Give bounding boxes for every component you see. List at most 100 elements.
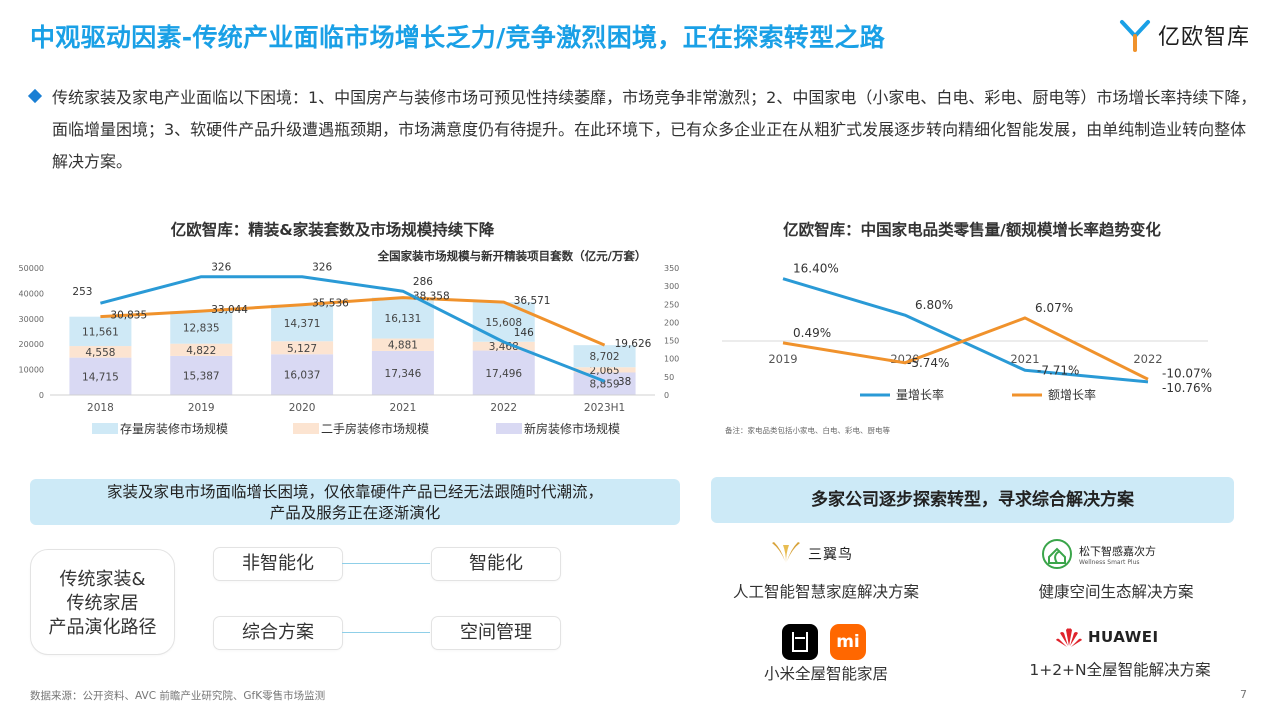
path-label-line-1: 传统家装&: [59, 569, 146, 590]
company-caption: 人工智能智慧家庭解决方案: [732, 583, 919, 601]
left-banner-line-2: 产品及服务正在逐渐演化: [269, 504, 441, 522]
units-line-label: 253: [72, 286, 92, 298]
evolution-path-label: 传统家装& 传统家居 产品演化路径: [30, 549, 175, 655]
total-line-label: 33,044: [211, 304, 248, 316]
huawei-logo-text: HUAWEI: [1088, 628, 1159, 646]
legend-label: 新房装修市场规模: [524, 421, 620, 436]
bar-value-label: 4,558: [85, 347, 115, 359]
right-chart-title: 亿欧智库：中国家电品类零售量/额规模增长率趋势变化: [783, 221, 1161, 239]
bar-value-label: 11,561: [82, 326, 119, 338]
y-tick-label: 20000: [19, 340, 44, 349]
mijia-icon: [782, 624, 818, 660]
bar-value-label: 17,346: [385, 368, 422, 380]
legend-label: 额增长率: [1048, 387, 1096, 402]
bar-segment: [573, 345, 636, 368]
x-tick-label: 2021: [390, 402, 417, 414]
growth-line-label: -10.76%: [1162, 381, 1212, 395]
bar-segment: [271, 304, 334, 342]
legend-label: 量增长率: [896, 387, 944, 402]
y-tick-label: 40000: [19, 289, 44, 298]
company-caption: 小米全屋智能家居: [763, 665, 888, 683]
total-line-label: 38,358: [413, 291, 450, 303]
xiaomi-mi-icon: mi: [830, 624, 866, 660]
units-line-label: 38: [618, 376, 631, 388]
x-tick-label: 2023H1: [584, 402, 625, 414]
units-line-label: 326: [312, 262, 332, 274]
legend-swatch: [496, 423, 522, 434]
y2-tick-label: 100: [664, 355, 679, 364]
x-tick-label: 2022: [1133, 352, 1162, 366]
sanyiniao-logo: 三翼鸟: [770, 536, 880, 572]
sanyiniao-bird-icon: [772, 542, 800, 563]
growth-line-label: -10.07%: [1162, 366, 1212, 380]
connector-line: [342, 563, 430, 564]
bar-value-label: 8,702: [590, 351, 620, 363]
bar-segment: [472, 350, 535, 395]
y2-tick-label: 50: [664, 373, 674, 382]
bar-value-label: 17,496: [485, 368, 522, 380]
units-line-label: 326: [211, 262, 231, 274]
pill-non-smart: 非智能化: [213, 547, 343, 581]
total-line-label: 35,536: [312, 298, 349, 310]
bar-value-label: 12,835: [183, 322, 220, 334]
right-banner: 多家公司逐步探索转型，寻求综合解决方案: [711, 477, 1234, 523]
inner-chart-title: 全国家装市场规模与新开精装项目套数（亿元/万套）: [377, 249, 647, 263]
intro-text: 传统家装及家电产业面临以下困境：1、中国房产与装修市场可预见性持续萎靡，市场竞争…: [52, 88, 1257, 171]
bar-segment: [371, 338, 434, 351]
bar-segment: [69, 346, 132, 358]
bar-segment: [371, 350, 434, 395]
growth-line-label: 6.80%: [915, 298, 953, 312]
left-banner-line-1: 家装及家电市场面临增长困境，仅依靠硬件产品已经无法跟随时代潮流，: [106, 483, 603, 501]
panasonic-logo-text: 松下智感嘉次方: [1079, 544, 1156, 558]
page-number: 7: [1240, 688, 1247, 701]
bar-value-label: 14,371: [284, 318, 321, 330]
x-tick-label: 2022: [490, 402, 517, 414]
y2-tick-label: 200: [664, 318, 679, 327]
page-title: 中观驱动因素-传统产业面临市场增长乏力/竞争激烈困境，正在探索转型之路: [30, 23, 886, 52]
brand-logo: 亿欧智库: [1118, 18, 1250, 52]
legend-label: 二手房装修市场规模: [321, 421, 429, 436]
growth-line-label: 16.40%: [793, 262, 839, 276]
pill-smart: 智能化: [431, 547, 561, 581]
bar-value-label: 8,859: [590, 379, 620, 391]
bar-value-label: 4,822: [186, 345, 216, 357]
brand-logo-icon: [1119, 20, 1150, 52]
company-caption: 1+2+N全屋智能解决方案: [1029, 661, 1211, 679]
panasonic-logo-subtext: Wellness Smart Plus: [1079, 558, 1140, 566]
bar-segment: [170, 355, 233, 395]
x-tick-label: 2020: [289, 402, 316, 414]
bar-segment: [69, 357, 132, 395]
connector-line: [342, 632, 430, 633]
y2-tick-label: 0: [664, 391, 669, 400]
bar-value-label: 2,065: [590, 365, 620, 377]
units-line-label: 146: [514, 327, 534, 339]
bar-value-label: 16,131: [385, 313, 422, 325]
growth-line-label: -7.71%: [1037, 363, 1079, 377]
bar-segment: [271, 354, 334, 395]
y2-tick-label: 300: [664, 282, 679, 291]
total-line-label: 30,835: [110, 310, 147, 322]
huawei-logo: HUAWEI: [1055, 625, 1175, 649]
bar-value-label: 15,608: [485, 317, 522, 329]
y2-tick-label: 350: [664, 264, 679, 273]
y-tick-label: 50000: [19, 264, 44, 273]
path-label-line-2: 传统家居: [66, 593, 139, 614]
project-units-line: [100, 275, 606, 383]
chart-note: 备注：家电品类包括小家电、白电、彩电、厨电等: [725, 425, 890, 435]
bar-segment: [271, 341, 334, 355]
bar-value-label: 15,387: [183, 370, 220, 382]
y-tick-label: 30000: [19, 315, 44, 324]
growth-line: [782, 316, 1149, 381]
total-line-label: 36,571: [514, 295, 551, 307]
left-chart-title: 亿欧智库：精装&家装套数及市场规模持续下降: [170, 221, 495, 239]
leaf-house-icon: [1042, 539, 1072, 569]
growth-line-label: -5.74%: [907, 356, 949, 370]
growth-line-label: 0.49%: [793, 326, 831, 340]
pill-integrated-solution: 综合方案: [213, 616, 343, 650]
panasonic-wellness-logo: 松下智感嘉次方 Wellness Smart Plus: [1040, 534, 1180, 574]
y-tick-label: 0: [39, 391, 44, 400]
company-caption: 健康空间生态解决方案: [1038, 583, 1194, 601]
bar-value-label: 14,715: [82, 371, 119, 383]
bar-value-label: 16,037: [284, 370, 321, 382]
left-banner: 家装及家电市场面临增长困境，仅依靠硬件产品已经无法跟随时代潮流， 产品及服务正在…: [30, 479, 680, 525]
